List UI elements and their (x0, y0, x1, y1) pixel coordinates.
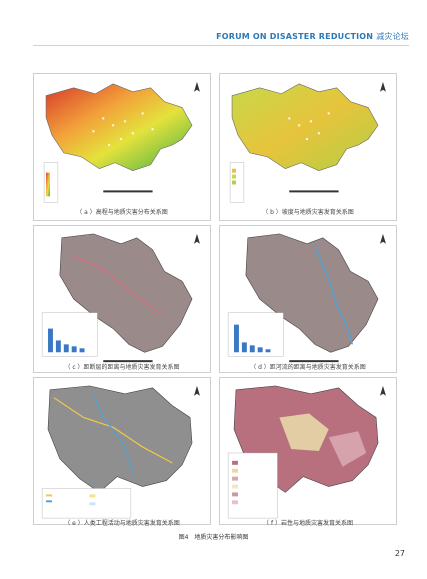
journal-title: FORUM ON DISASTER REDUCTION 减灾论坛 (216, 31, 409, 42)
page-number: 27 (394, 549, 405, 558)
human-activity-map (36, 379, 208, 523)
map-panel-b (219, 73, 397, 221)
map-panel-e (33, 377, 211, 525)
elevation-map (36, 75, 208, 219)
north-arrow-icon (380, 233, 386, 244)
caption-b: （ b ）坡度与地质灾害发育关系图 (262, 209, 354, 216)
map-panel-a (33, 73, 211, 221)
journal-title-cn: 减灾论坛 (376, 32, 409, 41)
map-panel-d (219, 225, 397, 373)
page-header: FORUM ON DISASTER REDUCTION 减灾论坛 (0, 0, 427, 60)
figure-caption: 图4 地质灾害分布影响图 (178, 534, 249, 541)
map-panel-f (219, 377, 397, 525)
journal-title-en: FORUM ON DISASTER REDUCTION (216, 32, 374, 41)
north-arrow-icon (380, 385, 386, 396)
lithology-map (222, 379, 394, 523)
caption-a: （ a ）高程与地质灾害分布关系图 (76, 209, 168, 216)
north-arrow-icon (194, 233, 200, 244)
caption-e: （ e ）人类工程活动与地质灾害发育关系图 (64, 520, 180, 527)
caption-c: （ c ）距断层的距离与地质灾害发育关系图 (64, 364, 180, 371)
header-rule (33, 45, 409, 46)
map-panel-c (33, 225, 211, 373)
fault-distance-map (36, 227, 208, 371)
slope-map (222, 75, 394, 219)
caption-f: （ f ）岩性与地质灾害发育关系图 (263, 520, 353, 527)
north-arrow-icon (380, 81, 386, 92)
caption-d: （ d ）距河流的距离与地质灾害发育关系图 (250, 364, 366, 371)
north-arrow-icon (194, 385, 200, 396)
north-arrow-icon (194, 81, 200, 92)
river-distance-map (222, 227, 394, 371)
